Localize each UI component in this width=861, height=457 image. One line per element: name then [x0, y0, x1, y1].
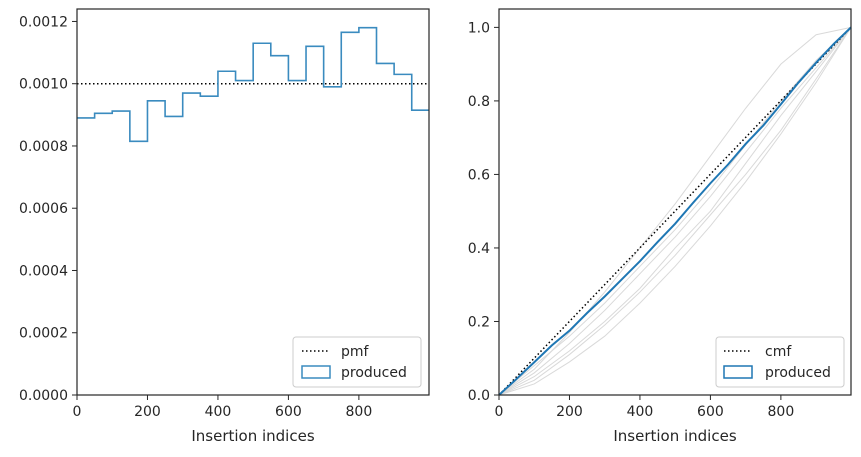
x-axis-label: Insertion indices — [191, 427, 314, 445]
y-tick-label: 0.0 — [468, 388, 490, 404]
y-tick-label: 0.0006 — [19, 201, 68, 217]
y-tick-label: 0.0004 — [19, 263, 68, 279]
legend-produced-label: produced — [765, 365, 831, 381]
background-cdf-curve — [498, 26, 852, 396]
y-tick-label: 0.4 — [468, 241, 490, 257]
y-tick-label: 0.8 — [468, 94, 490, 110]
legend-produced-swatch — [301, 365, 331, 379]
legend: pmf produced — [292, 336, 422, 388]
produced-histogram-step — [77, 26, 429, 143]
plot-area-background — [499, 9, 851, 395]
produced-cdf-line — [498, 26, 852, 396]
legend-cmf-label: cmf — [765, 344, 792, 360]
y-tick-label: 0.0008 — [19, 139, 68, 155]
y-tick-label: 0.6 — [468, 167, 490, 183]
pmf-histogram-panel: 0 200 400 600 800 0.0000 0.0002 0.0004 0.0006 0.… — [19, 8, 430, 445]
cmf-line-panel: 0 200 400 600 800 0.0 0.2 0.4 0.6 0.8 1.0 Inserti… — [468, 8, 852, 445]
background-cdf-curve — [498, 27, 852, 396]
x-tick-label: 800 — [768, 404, 795, 420]
x-tick-label: 200 — [556, 404, 583, 420]
background-cdf-curve — [498, 27, 852, 396]
x-tick-label: 400 — [627, 404, 654, 420]
y-tick-label: 1.0 — [468, 20, 490, 36]
y-tick-label: 0.0012 — [19, 14, 68, 30]
x-tick-label: 600 — [697, 404, 724, 420]
y-tick-label: 0.0002 — [19, 326, 68, 342]
legend-box — [715, 336, 845, 388]
x-axis-label: Insertion indices — [613, 427, 736, 445]
x-tick-label: 0 — [495, 404, 504, 420]
x-tick-label: 200 — [134, 404, 161, 420]
x-tick-label: 800 — [346, 404, 373, 420]
background-cdf-curve — [498, 27, 852, 396]
plot-frame — [76, 8, 430, 396]
legend-produced-label: produced — [341, 365, 407, 381]
legend-pmf-label: pmf — [341, 344, 370, 360]
x-tick-label: 0 — [73, 404, 82, 420]
y-tick-label: 0.0000 — [19, 388, 68, 404]
legend: cmf produced — [715, 336, 845, 388]
y-tick-label: 0.0010 — [19, 77, 68, 93]
plot-frame — [498, 8, 852, 396]
x-tick-label: 600 — [275, 404, 302, 420]
x-tick-label: 400 — [205, 404, 232, 420]
legend-box — [292, 336, 422, 388]
background-cdf-curve — [498, 27, 852, 396]
legend-produced-swatch — [723, 365, 753, 379]
y-tick-label: 0.2 — [468, 314, 490, 330]
